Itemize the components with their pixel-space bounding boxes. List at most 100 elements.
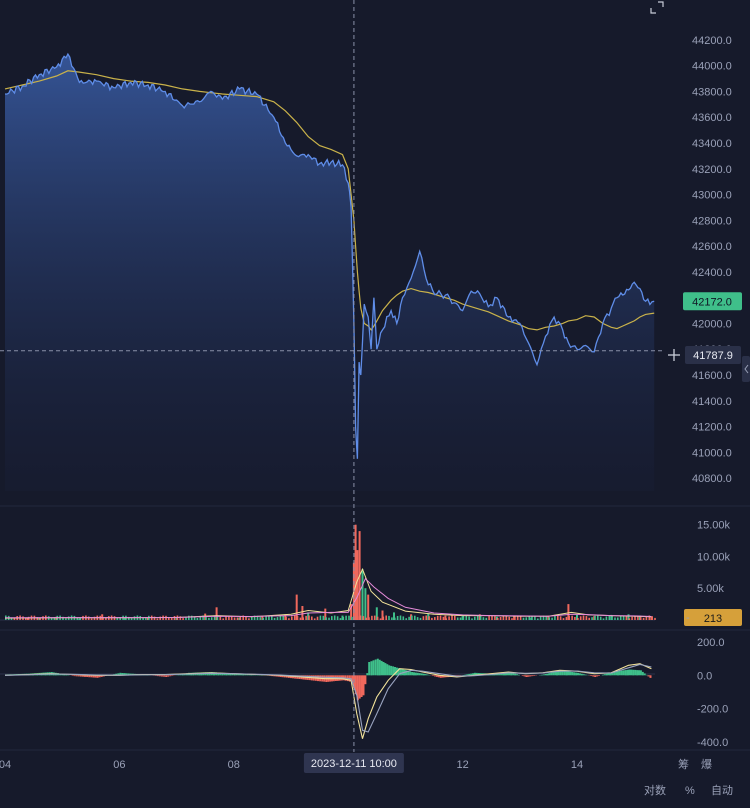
volume-bar [179,616,182,620]
volume-bar [356,550,359,620]
volume-bar [225,616,227,620]
panel-collapse-icon[interactable] [742,356,750,382]
macd-histogram-bar [244,674,247,676]
volume-bar [619,616,622,620]
volume-bar [373,615,376,620]
price-tick-label: 43400.0 [692,138,732,150]
percent-scale-button[interactable]: % [685,785,695,797]
macd-histogram-bar [458,675,461,676]
volume-bar [562,618,565,620]
macd-histogram-bar [177,674,180,676]
volume-bar [542,615,545,620]
macd-histogram-bar [542,674,545,676]
volume-bar [422,616,425,620]
volume-bar [548,617,550,620]
volume-bar [637,615,639,620]
volume-bar [333,615,336,620]
macd-histogram-bar [242,674,245,676]
macd-histogram-bar [154,675,157,676]
volume-bar [439,615,442,620]
volume-bar [622,615,625,620]
macd-histogram-bar [92,675,95,678]
volume-bar [295,594,298,620]
macd-histogram-bar [119,672,122,676]
volume-bar [648,615,651,620]
macd-histogram-bar [613,671,616,676]
volume-bar [534,616,536,620]
volume-bar [568,615,570,620]
volume-bar [268,615,270,620]
volume-bar [336,616,339,620]
volume-bar [356,616,359,620]
macd-histogram-bar [603,674,606,676]
macd-histogram-bar [63,674,66,676]
svg-text:41787.9: 41787.9 [693,350,733,362]
macd-histogram-bar [546,673,549,676]
crosshair-plus-icon[interactable] [663,346,685,364]
volume-bar [627,614,630,620]
macd-histogram-bar [435,675,438,677]
volume-bar [242,615,244,620]
log-scale-button[interactable]: 对数 [644,783,666,797]
macd-histogram-bar [71,675,74,676]
volume-bar [79,617,81,620]
macd-histogram-bar [273,675,276,677]
volume-bar [222,618,224,620]
crosshair-price-tag: 41787.9 [685,346,741,364]
volume-bar [233,617,236,620]
volume-bar [522,617,525,620]
volume-tick-label: 15.00k [697,520,731,532]
macd-histogram-bar [413,672,415,676]
macd-histogram-bar [390,665,393,676]
volume-bar [90,618,93,620]
volume-bar [411,615,413,620]
macd-histogram-bar [605,673,608,676]
macd-panel[interactable]: 200.0 0.0 -200.0 -400.0 [0,637,728,749]
macd-histogram-bar [596,675,599,677]
macd-histogram-bar [167,675,170,677]
price-panel[interactable]: 44200.0 44000.0 43800.0 43600.0 43400.0 43200… [4,35,732,491]
volume-bar [251,616,253,620]
volume-bar [385,615,387,620]
volume-bar [351,616,353,620]
macd-histogram-bar [617,671,619,676]
volume-bar [365,617,367,620]
volume-bar [428,616,430,620]
chips-button[interactable]: 筹 [678,757,689,771]
volume-bar [476,615,479,620]
volume-bar [434,617,436,620]
volume-bar [331,616,333,620]
volume-bar [273,617,276,620]
price-tick-label: 41400.0 [692,396,732,408]
macd-histogram-bar [94,675,97,678]
volume-bar [531,615,533,620]
volume-bar [239,616,242,620]
volume-bar [654,617,656,620]
volume-bar [322,615,325,620]
volume-bar [142,617,144,620]
volume-bar [145,617,147,620]
macd-histogram-bar [399,668,402,676]
volume-bar [296,616,299,620]
price-tick-label: 44000.0 [692,61,732,73]
macd-histogram-bar [277,675,280,677]
macd-tick-label: 0.0 [697,670,712,682]
macd-histogram-bar [523,675,526,677]
volume-bar [468,616,470,620]
macd-histogram-bar [75,675,78,677]
auto-scale-button[interactable]: 自动 [711,784,733,797]
macd-histogram-bar [221,672,224,676]
volume-bar [456,617,459,620]
macd-histogram-bar [557,670,560,676]
volume-bar [579,616,582,620]
macd-histogram-bar [362,675,365,696]
macd-histogram-bar [556,671,558,676]
expand-icon[interactable] [650,1,664,14]
burst-button[interactable]: 爆 [701,757,712,771]
volume-bar [416,617,419,620]
macd-histogram-bar [565,671,568,676]
price-tick-label: 43800.0 [692,86,732,98]
volume-bar [10,617,13,620]
volume-bar [182,618,184,620]
